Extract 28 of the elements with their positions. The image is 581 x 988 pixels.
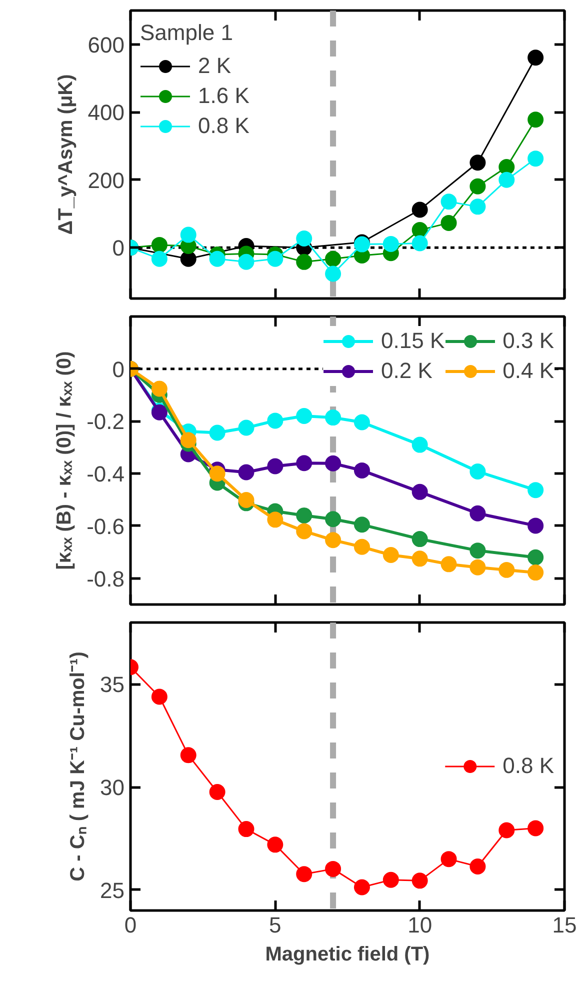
y-axis-title: C - Cₙ ( mJ K⁻¹ Cu-mol⁻¹) [67,652,90,882]
y-tick-label: -0.2 [86,409,125,434]
y-tick-label: 35 [100,672,125,698]
legend-label: 0.15 K [381,328,445,354]
y-tick-label: -0.6 [86,514,125,539]
y-tick-label: 25 [100,878,125,903]
y-tick-label: 600 [88,32,125,58]
y-tick-label: -0.8 [86,566,125,592]
y-tick-label: 30 [100,775,125,800]
legend-label: 0.8 K [502,753,554,779]
y-tick-label: 400 [88,100,125,126]
legend-label: 0.3 K [502,328,554,354]
x-axis-title: Magnetic field (T) [265,944,430,966]
legend-label: 0.4 K [502,358,554,384]
x-tick-label: 15 [552,912,577,938]
y-tick-label: 0 [112,236,125,261]
x-tick-label: 5 [269,912,282,938]
y-tick-label: -0.4 [86,462,125,487]
y-axis-title: [κₓₓ (B) - κₓₓ (0)] / κₓₓ (0) [54,351,76,570]
y-tick-label: 200 [88,168,125,193]
legend-label: 0.8 K [198,113,250,139]
legend-label: 2 K [198,53,232,79]
x-tick-label: 10 [408,912,432,938]
legend-label: 0.2 K [381,358,432,384]
y-tick-label: 0 [112,356,125,382]
legend-title: Sample 1 [140,20,234,46]
legend-label: 1.6 K [198,83,250,109]
y-axis-title: ΔT_y^Asym (μK) [54,74,77,235]
